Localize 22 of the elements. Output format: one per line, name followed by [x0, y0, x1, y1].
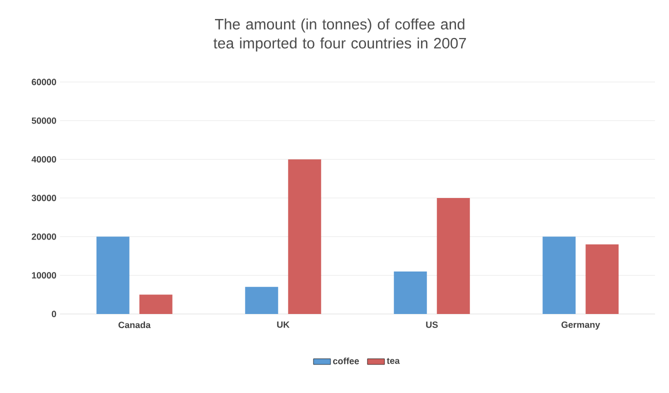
- y-tick-label: 20000: [32, 233, 56, 240]
- y-tick-label: 50000: [32, 117, 56, 124]
- y-tick-label: 30000: [32, 194, 56, 202]
- chart-title: The amount (in tonnes) of coffee and tea imported to four countries in 2007: [213, 18, 466, 52]
- bar: [586, 244, 619, 314]
- bar: [288, 159, 322, 314]
- legend-label: coffee: [333, 358, 359, 364]
- y-tick-label: 10000: [32, 272, 56, 279]
- y-tick-label: 40000: [32, 156, 56, 163]
- bar: [139, 294, 172, 314]
- x-tick-label: UK: [277, 322, 290, 328]
- bar: [96, 236, 130, 314]
- legend-label: tea: [386, 358, 400, 364]
- y-tick-label: 0: [52, 310, 56, 318]
- bar: [245, 286, 278, 314]
- bar: [394, 271, 427, 314]
- x-tick-label: Germany: [561, 322, 600, 330]
- y-tick-label: 60000: [32, 78, 56, 86]
- x-tick-label: US: [426, 322, 438, 328]
- x-tick-label: Canada: [118, 322, 151, 328]
- bar: [542, 236, 576, 314]
- bar: [436, 198, 470, 314]
